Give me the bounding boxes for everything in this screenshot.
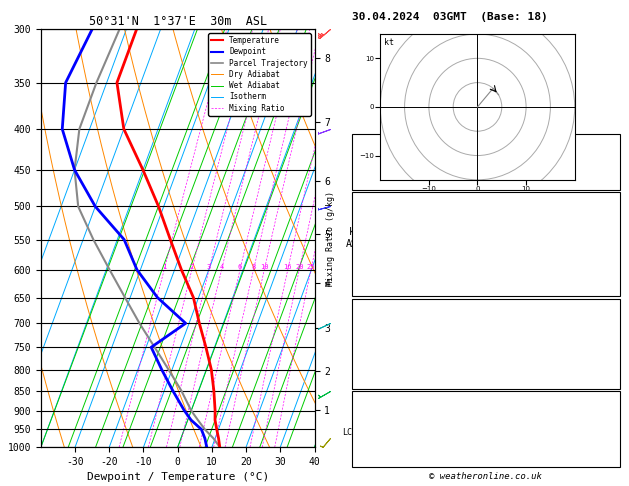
Text: 975: 975 xyxy=(597,316,615,327)
Text: Temp (°C): Temp (°C) xyxy=(357,209,410,219)
FancyBboxPatch shape xyxy=(352,299,620,389)
Text: LCL: LCL xyxy=(342,429,357,437)
Text: 4: 4 xyxy=(220,264,224,270)
Text: 8: 8 xyxy=(609,269,615,279)
Text: 46: 46 xyxy=(603,156,615,167)
Text: θᴄ(K): θᴄ(K) xyxy=(357,239,387,249)
Text: Dewp (°C): Dewp (°C) xyxy=(357,224,410,234)
Text: 1: 1 xyxy=(162,264,166,270)
Text: CAPE (J): CAPE (J) xyxy=(357,361,404,371)
Text: 303: 303 xyxy=(597,239,615,249)
Text: 71: 71 xyxy=(603,424,615,434)
Text: StmSpd (kt): StmSpd (kt) xyxy=(357,454,422,464)
Text: 12.3: 12.3 xyxy=(591,209,615,219)
Text: Lifted Index: Lifted Index xyxy=(357,347,428,356)
Text: Pressure (mb): Pressure (mb) xyxy=(357,316,433,327)
Text: CAPE (J): CAPE (J) xyxy=(357,269,404,279)
X-axis label: Dewpoint / Temperature (°C): Dewpoint / Temperature (°C) xyxy=(87,472,269,483)
Text: 234°: 234° xyxy=(591,439,615,449)
Text: 15: 15 xyxy=(603,138,615,148)
FancyBboxPatch shape xyxy=(352,134,620,190)
Text: 20: 20 xyxy=(295,264,303,270)
Text: 6: 6 xyxy=(238,264,242,270)
Text: 11: 11 xyxy=(603,361,615,371)
Text: 8.5: 8.5 xyxy=(597,224,615,234)
Text: CIN (J): CIN (J) xyxy=(357,284,398,294)
Text: 10: 10 xyxy=(260,264,269,270)
Text: 15: 15 xyxy=(603,409,615,419)
Y-axis label: hPa: hPa xyxy=(0,228,2,248)
Y-axis label: km
ASL: km ASL xyxy=(347,227,364,249)
FancyBboxPatch shape xyxy=(352,192,620,296)
Text: kt: kt xyxy=(384,38,394,48)
Text: Hodograph: Hodograph xyxy=(459,394,513,404)
Text: Lifted Index: Lifted Index xyxy=(357,254,428,264)
Text: Most Unstable: Most Unstable xyxy=(448,301,524,312)
Text: 5: 5 xyxy=(609,254,615,264)
Text: 1.34: 1.34 xyxy=(591,175,615,185)
Text: PW (cm): PW (cm) xyxy=(357,175,398,185)
Text: 5: 5 xyxy=(609,347,615,356)
Text: EH: EH xyxy=(357,409,369,419)
Text: 20: 20 xyxy=(603,454,615,464)
Text: 65: 65 xyxy=(603,284,615,294)
Text: 3: 3 xyxy=(207,264,211,270)
Text: 5: 5 xyxy=(609,376,615,386)
Text: Surface: Surface xyxy=(465,194,506,205)
Text: Mixing Ratio (g/kg): Mixing Ratio (g/kg) xyxy=(326,191,335,286)
FancyBboxPatch shape xyxy=(352,391,620,467)
Text: K: K xyxy=(357,138,363,148)
Text: 8: 8 xyxy=(252,264,255,270)
Text: SREH: SREH xyxy=(357,424,381,434)
Text: 303: 303 xyxy=(597,331,615,341)
Text: StmDir: StmDir xyxy=(357,439,392,449)
Legend: Temperature, Dewpoint, Parcel Trajectory, Dry Adiabat, Wet Adiabat, Isotherm, Mi: Temperature, Dewpoint, Parcel Trajectory… xyxy=(208,33,311,116)
Text: CIN (J): CIN (J) xyxy=(357,376,398,386)
Text: © weatheronline.co.uk: © weatheronline.co.uk xyxy=(430,472,542,481)
Text: Totals Totals: Totals Totals xyxy=(357,156,433,167)
Text: θᴄ (K): θᴄ (K) xyxy=(357,331,392,341)
Text: 2: 2 xyxy=(190,264,194,270)
Text: 30.04.2024  03GMT  (Base: 18): 30.04.2024 03GMT (Base: 18) xyxy=(352,12,547,22)
Text: 16: 16 xyxy=(284,264,292,270)
Title: 50°31'N  1°37'E  30m  ASL: 50°31'N 1°37'E 30m ASL xyxy=(89,15,267,28)
Text: 25: 25 xyxy=(307,264,315,270)
